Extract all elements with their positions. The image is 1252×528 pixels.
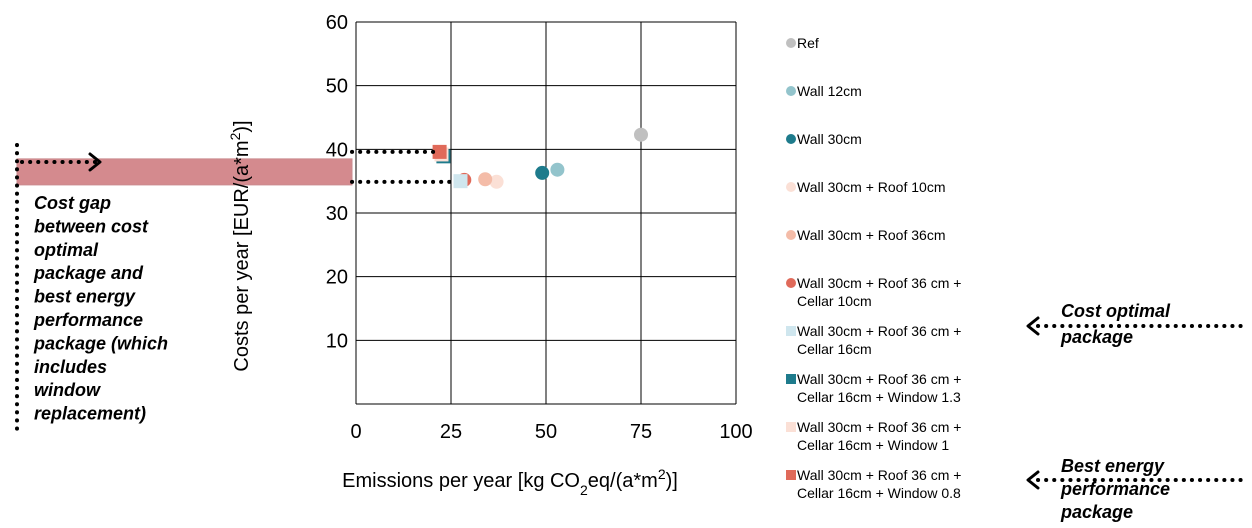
legend-label: Wall 30cm + Roof 36 cm +: [797, 323, 961, 339]
legend-marker: [786, 38, 796, 48]
chevron-left-icon: [1026, 470, 1040, 490]
y-axis-title: Costs per year [EUR/(a*m2)]: [227, 120, 253, 371]
legend-item: Wall 30cm + Roof 36 cm + Cellar 16cm + Wi…: [786, 419, 961, 453]
cost-gap-band-layer: [16, 158, 353, 186]
legend-label: Cellar 16cm + Window 1.3: [797, 389, 961, 405]
data-point: [489, 174, 504, 189]
legend-marker: [786, 230, 796, 240]
chevron-right-icon: [88, 152, 102, 172]
legend-item: Wall 30cm + Roof 36 cm + Cellar 16cm: [786, 323, 961, 357]
legend-marker: [786, 470, 796, 480]
x-axis-title: Emissions per year [kg CO2eq/(a*m2)]: [342, 466, 678, 498]
legend-item: Wall 30cm + Roof 36cm: [786, 227, 945, 243]
legend-label: Wall 12cm: [797, 83, 862, 99]
legend-label: Wall 30cm + Roof 10cm: [797, 179, 945, 195]
legend-label: Cellar 10cm: [797, 293, 872, 309]
cost-gap-note: performance: [33, 310, 143, 330]
legend-item: Wall 30cm + Roof 36 cm + Cellar 10cm: [786, 275, 961, 309]
legend-marker: [786, 134, 796, 144]
x-tick-label: 100: [719, 421, 752, 443]
legend-label: Cellar 16cm + Window 0.8: [797, 485, 961, 501]
tick-labels: 0 25 50 75 100 10 20 30 40 50 60: [326, 12, 753, 443]
y-tick-label: 40: [326, 139, 348, 161]
axis-titles: Emissions per year [kg CO2eq/(a*m2)] Cost…: [227, 120, 678, 498]
x-tick-label: 0: [350, 421, 361, 443]
legend-label: Cellar 16cm: [797, 341, 872, 357]
x-tick-label: 75: [630, 421, 652, 443]
legend-marker: [786, 422, 796, 432]
legend-marker: [786, 278, 796, 288]
x-tick-label: 25: [440, 421, 462, 443]
chevron-left-icon: [1026, 316, 1040, 336]
cost-gap-band: [16, 158, 353, 186]
legend-label: Wall 30cm + Roof 36 cm +: [797, 275, 961, 291]
cost-gap-note: best energy: [34, 287, 136, 307]
grid-layer: [355, 21, 737, 405]
cost-gap-note: includes: [34, 357, 107, 377]
annotations: Cost gap between cost optimal package and be…: [15, 143, 1248, 522]
y-tick-label: 20: [326, 267, 348, 289]
cost-gap-note: optimal: [34, 240, 99, 260]
cost-gap-note: between cost: [34, 216, 149, 236]
legend-marker: [786, 182, 796, 192]
cost-optimal-note: Cost optimal: [1061, 301, 1171, 321]
legend-label: Wall 30cm + Roof 36 cm +: [797, 467, 961, 483]
data-point: [550, 162, 565, 177]
data-point: [535, 165, 550, 180]
best-energy-note: package: [1060, 502, 1133, 522]
data-point: [478, 172, 493, 187]
data-point: [432, 144, 447, 159]
legend-label: Cellar 16cm + Window 1: [797, 437, 949, 453]
legend-marker: [786, 326, 796, 336]
data-point: [634, 127, 648, 142]
legend-item: Wall 30cm + Roof 36 cm + Cellar 16cm + Wi…: [786, 371, 961, 405]
data-point: [453, 174, 468, 189]
legend-label: Wall 30cm + Roof 36cm: [797, 227, 945, 243]
legend-item: Wall 30cm + Roof 10cm: [786, 179, 945, 195]
legend-label: Wall 30cm + Roof 36 cm +: [797, 419, 961, 435]
data-points: [432, 127, 648, 189]
y-tick-label: 10: [326, 330, 348, 352]
legend-label: Ref: [797, 35, 819, 51]
best-energy-note: performance: [1060, 479, 1170, 499]
legend-label: Wall 30cm + Roof 36 cm +: [797, 371, 961, 387]
best-energy-note: Best energy: [1061, 456, 1165, 476]
legend-label: Wall 30cm: [797, 131, 862, 147]
y-tick-label: 50: [326, 76, 348, 98]
y-tick-label: 30: [326, 203, 348, 225]
cost-gap-note: window: [34, 380, 101, 400]
legend-item: Wall 30cm + Roof 36 cm + Cellar 16cm + Wi…: [786, 467, 961, 501]
legend-marker: [786, 86, 796, 96]
x-tick-label: 50: [535, 421, 557, 443]
cost-gap-note: package and: [33, 263, 144, 283]
cost-gap-note: package (which: [33, 333, 168, 353]
cost-gap-note: replacement): [34, 404, 146, 424]
legend-item: Wall 12cm: [786, 83, 862, 99]
y-tick-label: 60: [326, 12, 348, 34]
legend-item: Ref: [786, 35, 819, 51]
legend-marker: [786, 374, 796, 384]
legend-item: Wall 30cm: [786, 131, 862, 147]
legend: Ref Wall 12cm Wall 30cm Wall 30cm + Roof 10…: [786, 35, 961, 501]
cost-optimal-note: package: [1060, 327, 1133, 347]
cost-gap-note: Cost gap: [34, 193, 111, 213]
